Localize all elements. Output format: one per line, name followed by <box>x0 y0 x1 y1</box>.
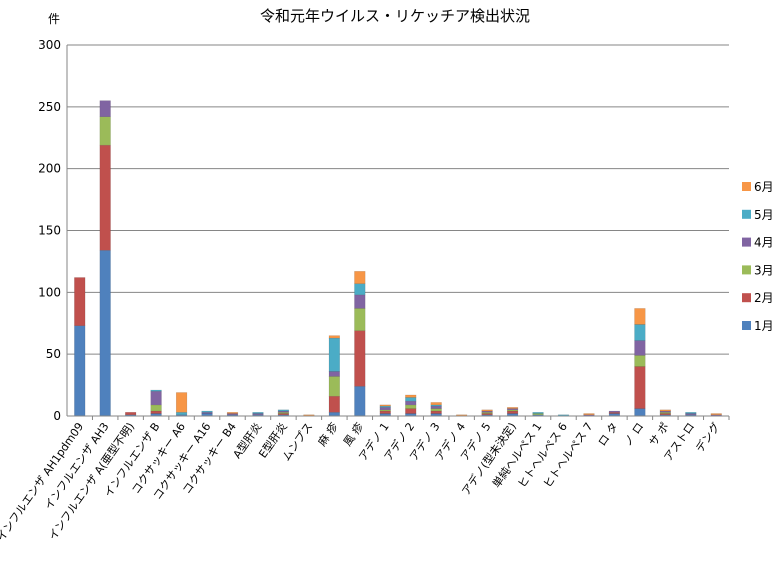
bar-segment <box>100 145 111 250</box>
bar-segment <box>329 336 340 338</box>
bar-segment <box>253 412 264 413</box>
legend-label: 6月 <box>754 180 774 194</box>
bar-segment <box>176 412 187 414</box>
legend-swatch <box>742 182 751 191</box>
bar-segment <box>431 411 442 413</box>
bars <box>74 101 721 416</box>
bar-segment <box>354 386 365 416</box>
bar-segment <box>329 338 340 371</box>
bar-segment <box>151 391 162 405</box>
x-tick-label: ロ タ <box>596 420 621 448</box>
bar-segment <box>635 308 646 324</box>
bar-segment <box>660 410 671 411</box>
y-tick-label: 300 <box>38 38 61 52</box>
legend-label: 1月 <box>754 319 774 333</box>
bar-segment <box>405 401 416 405</box>
bar-segment <box>405 409 416 414</box>
legend-swatch <box>742 265 751 274</box>
bar-segment <box>202 411 213 412</box>
bar-segment <box>635 324 646 340</box>
x-tick-label: 風 疹 <box>340 420 366 449</box>
x-tick-label: 麻 疹 <box>315 420 341 449</box>
bar-segment <box>507 411 518 413</box>
bar-segment <box>507 407 518 408</box>
y-tick-label: 0 <box>53 409 61 423</box>
bar-segment <box>405 397 416 401</box>
legend-swatch <box>742 321 751 330</box>
bar-segment <box>354 284 365 295</box>
legend-label: 2月 <box>754 291 774 305</box>
bar-segment <box>711 414 722 415</box>
bar-segment <box>227 412 238 413</box>
bar-segment <box>380 405 391 406</box>
bar-segment <box>100 101 111 117</box>
bar-segment <box>329 396 340 412</box>
bar-segment <box>125 412 136 414</box>
legend-swatch <box>742 238 751 247</box>
bar-segment <box>151 390 162 391</box>
y-tick-labels: 0 50 100 150 200 250 300 <box>38 38 61 423</box>
x-tick-label: デング <box>692 420 722 455</box>
chart-title: 令和元年ウイルス・リケッチア検出状況 <box>260 7 530 25</box>
bar-segment <box>329 376 340 396</box>
bar-segment <box>329 371 340 376</box>
bar-segment <box>380 407 391 409</box>
x-tick-label: サ ポ <box>647 420 672 448</box>
legend-label: 3月 <box>754 263 774 277</box>
bar-segment <box>635 367 646 409</box>
bar-segment <box>380 411 391 413</box>
bar-segment <box>405 405 416 409</box>
bar-segment <box>431 406 442 408</box>
axes <box>67 45 729 420</box>
bar-segment <box>74 277 85 325</box>
x-tick-label: ノ ロ <box>621 420 646 448</box>
bar-segment <box>533 412 544 413</box>
bar-segment <box>151 405 162 411</box>
bar-segment <box>354 308 365 330</box>
bar-segment <box>354 271 365 283</box>
bar-segment <box>685 412 696 413</box>
bar-segment <box>635 341 646 356</box>
gridlines <box>67 45 729 354</box>
bar-segment <box>431 409 442 411</box>
bar-segment <box>482 410 493 411</box>
legend-swatch <box>742 210 751 219</box>
bar-segment <box>151 411 162 413</box>
bar-segment <box>329 412 340 416</box>
legend-swatch <box>742 293 751 302</box>
bar-segment <box>74 326 85 416</box>
bar-segment <box>100 117 111 145</box>
y-tick-label: 150 <box>38 224 61 238</box>
bar-segment <box>354 295 365 309</box>
legend-label: 5月 <box>754 208 774 222</box>
bar-segment <box>635 409 646 416</box>
bar-segment <box>354 331 365 387</box>
legend-label: 4月 <box>754 236 774 250</box>
y-tick-label: 50 <box>46 347 61 361</box>
bar-segment <box>431 402 442 404</box>
legend: 6月 5月 4月 3月 2月 1月 <box>742 180 774 333</box>
bar-segment <box>405 395 416 397</box>
y-axis-unit-label: 件 <box>48 12 60 26</box>
bar-segment <box>609 411 620 412</box>
y-tick-label: 100 <box>38 285 61 299</box>
bar-segment <box>176 393 187 413</box>
bar-segment <box>100 250 111 416</box>
bar-segment <box>278 410 289 411</box>
bar-segment <box>635 355 646 366</box>
y-tick-label: 250 <box>38 100 61 114</box>
y-tick-label: 200 <box>38 162 61 176</box>
bar-segment <box>584 414 595 415</box>
